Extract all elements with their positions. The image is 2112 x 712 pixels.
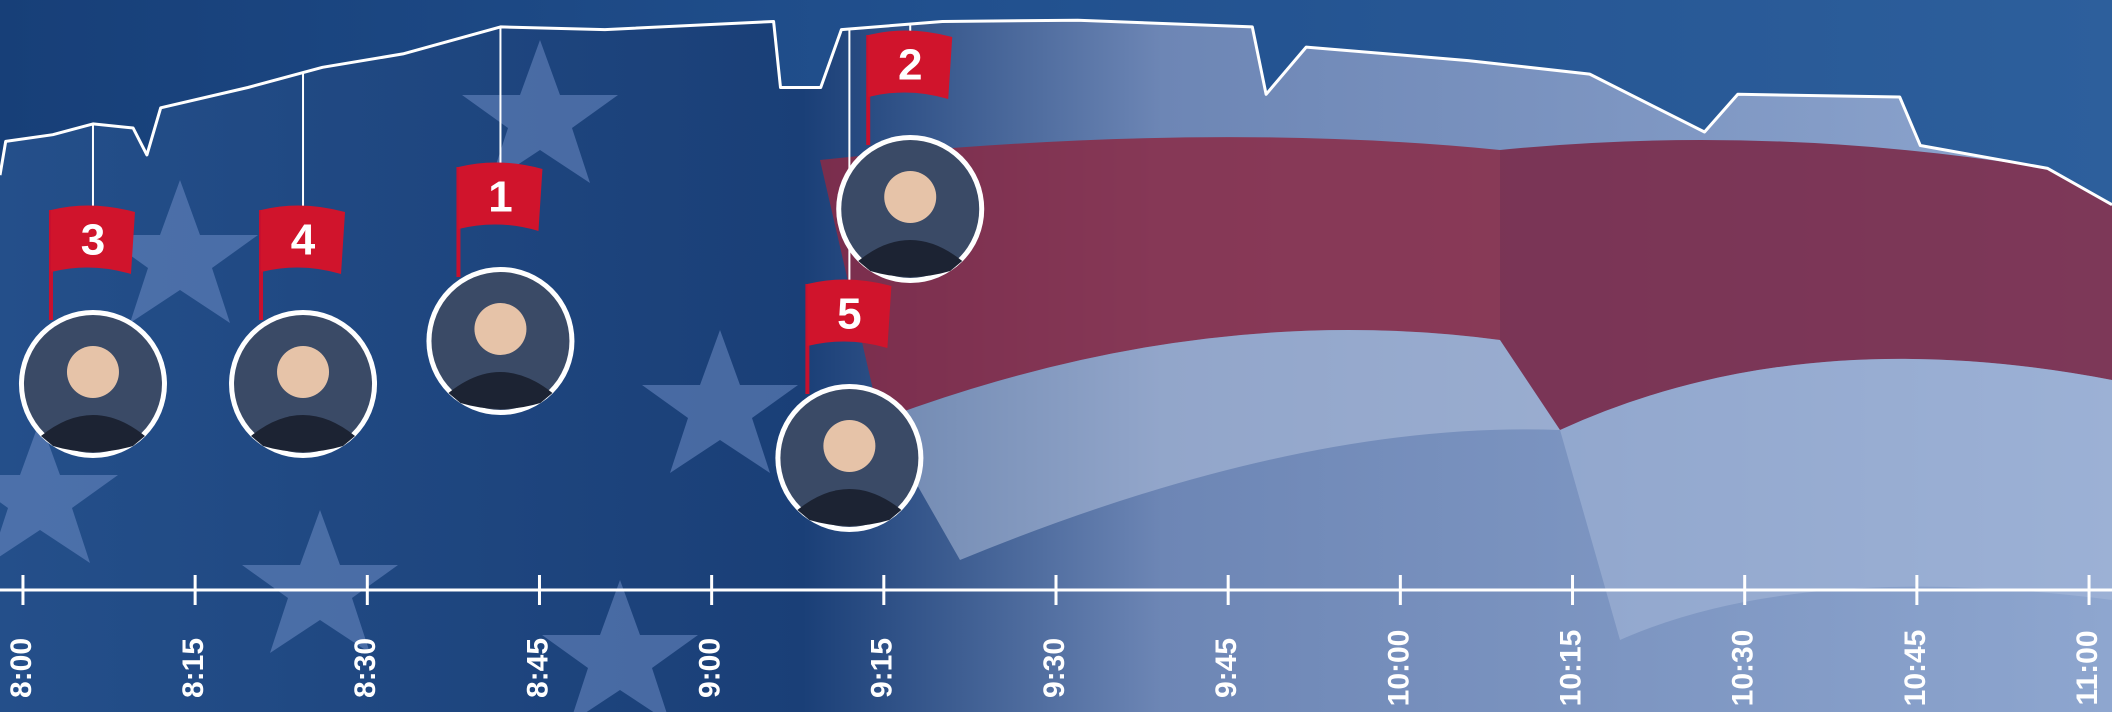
x-tick-label: 9:00 xyxy=(694,638,727,698)
x-tick-label: 9:15 xyxy=(866,638,899,698)
x-tick-label: 8:45 xyxy=(521,638,554,698)
x-tick-label: 11:00 xyxy=(2071,630,2104,705)
portrait-head xyxy=(277,346,329,398)
x-tick-label: 8:30 xyxy=(349,638,382,698)
x-tick-label: 8:00 xyxy=(5,638,38,698)
x-tick-label: 10:15 xyxy=(1554,630,1587,707)
x-tick-label: 9:30 xyxy=(1038,638,1071,698)
portrait-head xyxy=(823,420,875,472)
flag-number: 2 xyxy=(898,41,922,90)
portrait-head xyxy=(884,171,936,223)
x-tick-label: 10:45 xyxy=(1899,630,1932,707)
x-tick-label: 9:45 xyxy=(1210,638,1243,698)
portrait-head xyxy=(67,346,119,398)
x-tick-label: 10:30 xyxy=(1727,630,1760,707)
chart: 8:00 8:15 8:30 8:45 9:00 9:15 9:30 9:45 10:00 10:… xyxy=(0,0,2112,712)
flag-number: 5 xyxy=(837,290,861,339)
flag-number: 3 xyxy=(81,216,105,265)
flag-number: 1 xyxy=(488,173,512,222)
x-tick-label: 8:15 xyxy=(177,638,210,698)
flag-number: 4 xyxy=(291,216,316,265)
portrait-head xyxy=(474,303,526,355)
x-tick-label: 10:00 xyxy=(1382,630,1415,707)
